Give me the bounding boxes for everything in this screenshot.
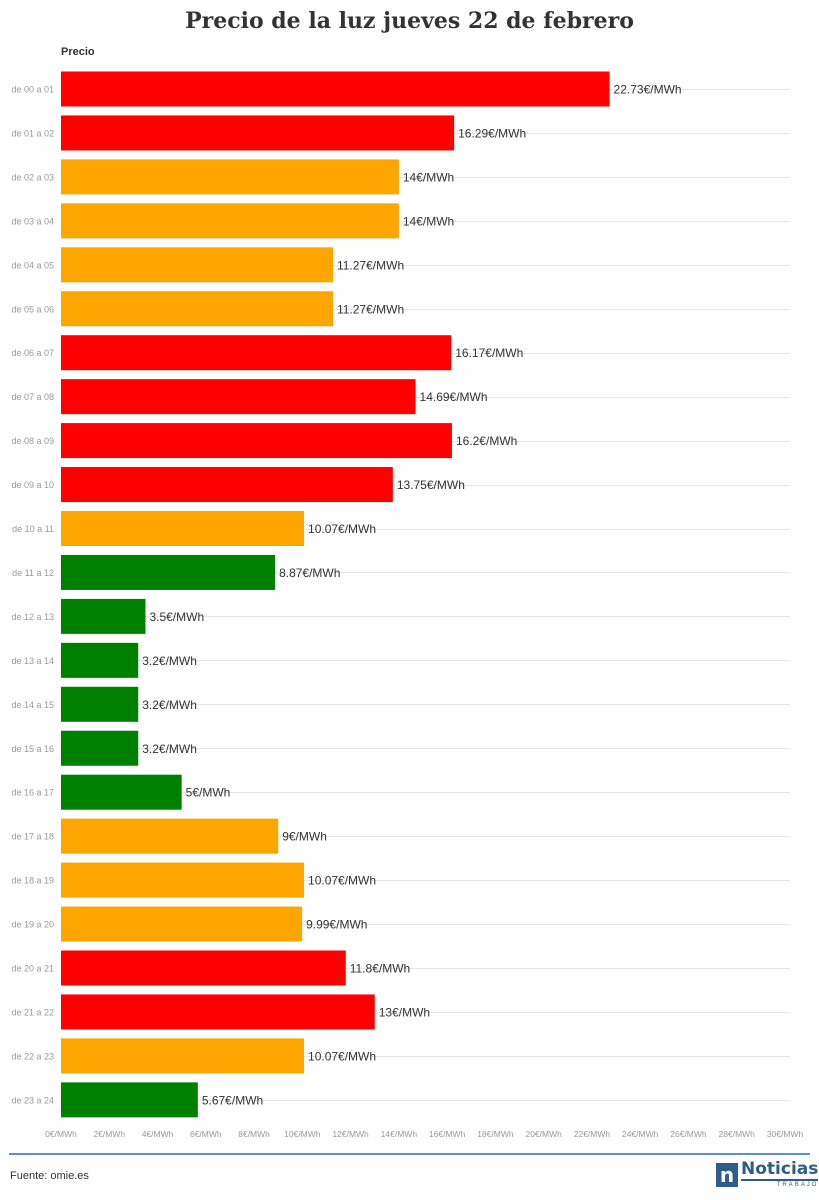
value-label: 14€/MWh: [403, 214, 454, 228]
value-label: 8.87€/MWh: [279, 566, 340, 580]
category-label: de 13 a 14: [11, 656, 54, 666]
logo-text: Noticias TRABAJO: [741, 1159, 819, 1188]
bar: [61, 203, 399, 239]
category-label: de 22 a 23: [11, 1051, 54, 1061]
bar-chart: de 00 a 01 22.73€/MWh de 01 a 02 16.29€/MWh…: [11, 71, 804, 1139]
bar: [61, 115, 455, 151]
footer-divider: [9, 1153, 810, 1155]
chart-title: Precio de la luz jueves 22 de febrero: [185, 8, 634, 34]
x-tick-label: 8€/MWh: [238, 1129, 270, 1139]
bar: [61, 511, 305, 546]
category-label: de 12 a 13: [11, 612, 54, 622]
x-tick-label: 14€/MWh: [381, 1129, 418, 1139]
category-label: de 10 a 11: [12, 524, 54, 534]
x-tick-label: 30€/MWh: [767, 1129, 804, 1139]
bar: [61, 335, 452, 371]
value-label: 11.27€/MWh: [337, 258, 404, 272]
value-label: 9.99€/MWh: [306, 918, 367, 932]
category-label: de 21 a 22: [11, 1007, 54, 1017]
logo-subtitle: TRABAJO: [741, 1179, 819, 1188]
series-label: Precio: [61, 46, 95, 58]
logo-word: Noticias: [741, 1159, 819, 1179]
category-label: de 18 a 19: [11, 876, 54, 886]
value-label: 10.07€/MWh: [308, 1049, 376, 1063]
value-label: 3.2€/MWh: [142, 742, 197, 756]
bar: [61, 1082, 198, 1118]
category-label: de 11 a 12: [12, 568, 54, 578]
value-label: 3.5€/MWh: [149, 610, 204, 624]
logo-mark-icon: n: [716, 1162, 738, 1187]
x-tick-label: 0€/MWh: [45, 1129, 77, 1139]
category-label: de 00 a 01: [11, 85, 54, 95]
x-tick-label: 22€/MWh: [574, 1129, 611, 1139]
bar: [61, 554, 276, 590]
value-label: 16.2€/MWh: [456, 434, 517, 448]
bar: [61, 423, 452, 459]
value-label: 10.07€/MWh: [308, 522, 376, 536]
x-tick-label: 4€/MWh: [142, 1129, 174, 1139]
category-label: de 08 a 09: [11, 436, 54, 446]
bar: [61, 379, 416, 415]
bar: [61, 247, 333, 283]
x-tick-label: 20€/MWh: [525, 1129, 562, 1139]
category-label: de 07 a 08: [11, 392, 54, 402]
value-label: 22.73€/MWh: [614, 83, 682, 97]
value-label: 14€/MWh: [403, 170, 454, 184]
x-tick-label: 16€/MWh: [429, 1129, 466, 1139]
category-label: de 05 a 06: [11, 304, 54, 314]
value-label: 9€/MWh: [282, 830, 327, 844]
category-label: de 17 a 18: [11, 832, 54, 842]
category-label: de 09 a 10: [11, 480, 54, 490]
category-label: de 19 a 20: [11, 920, 54, 930]
value-label: 11.8€/MWh: [350, 962, 410, 976]
bar: [61, 291, 333, 327]
bar: [61, 71, 610, 107]
value-label: 16.17€/MWh: [455, 346, 523, 360]
value-label: 5.67€/MWh: [202, 1093, 263, 1107]
category-label: de 03 a 04: [11, 216, 54, 226]
category-label: de 20 a 21: [11, 964, 54, 974]
value-label: 14.69€/MWh: [420, 390, 488, 404]
bar: [61, 467, 393, 503]
x-tick-label: 24€/MWh: [622, 1129, 659, 1139]
x-tick-label: 26€/MWh: [670, 1129, 707, 1139]
bar: [61, 598, 146, 634]
bar: [61, 159, 399, 195]
x-tick-label: 10€/MWh: [284, 1129, 321, 1139]
brand-logo: n Noticias TRABAJO: [716, 1159, 819, 1188]
value-label: 13€/MWh: [379, 1005, 430, 1019]
bar: [61, 994, 375, 1030]
value-label: 13.75€/MWh: [397, 478, 465, 492]
x-tick-label: 28€/MWh: [719, 1129, 756, 1139]
bar: [61, 818, 279, 854]
x-tick-label: 18€/MWh: [477, 1129, 514, 1139]
value-label: 3.2€/MWh: [142, 654, 197, 668]
x-tick-label: 12€/MWh: [332, 1129, 369, 1139]
bar: [61, 774, 182, 810]
value-label: 10.07€/MWh: [308, 874, 376, 888]
category-label: de 23 a 24: [11, 1095, 54, 1105]
category-label: de 01 a 02: [11, 128, 54, 138]
value-label: 11.27€/MWh: [337, 302, 404, 316]
bar: [61, 730, 139, 766]
category-label: de 04 a 05: [11, 260, 54, 270]
x-tick-label: 6€/MWh: [190, 1129, 222, 1139]
value-label: 3.2€/MWh: [142, 698, 197, 712]
bar: [61, 642, 139, 678]
bar: [61, 862, 305, 898]
bar: [61, 906, 303, 942]
value-label: 16.29€/MWh: [458, 126, 526, 140]
source-note: Fuente: omie.es: [10, 1170, 89, 1182]
value-label: 5€/MWh: [186, 786, 231, 800]
category-label: de 14 a 15: [11, 700, 54, 710]
bar: [61, 1038, 305, 1074]
bar: [61, 686, 139, 722]
category-label: de 16 a 17: [11, 788, 54, 798]
bar: [61, 950, 346, 986]
category-label: de 02 a 03: [11, 172, 54, 182]
category-label: de 15 a 16: [11, 744, 54, 754]
category-label: de 06 a 07: [11, 348, 54, 358]
x-tick-label: 2€/MWh: [93, 1129, 125, 1139]
